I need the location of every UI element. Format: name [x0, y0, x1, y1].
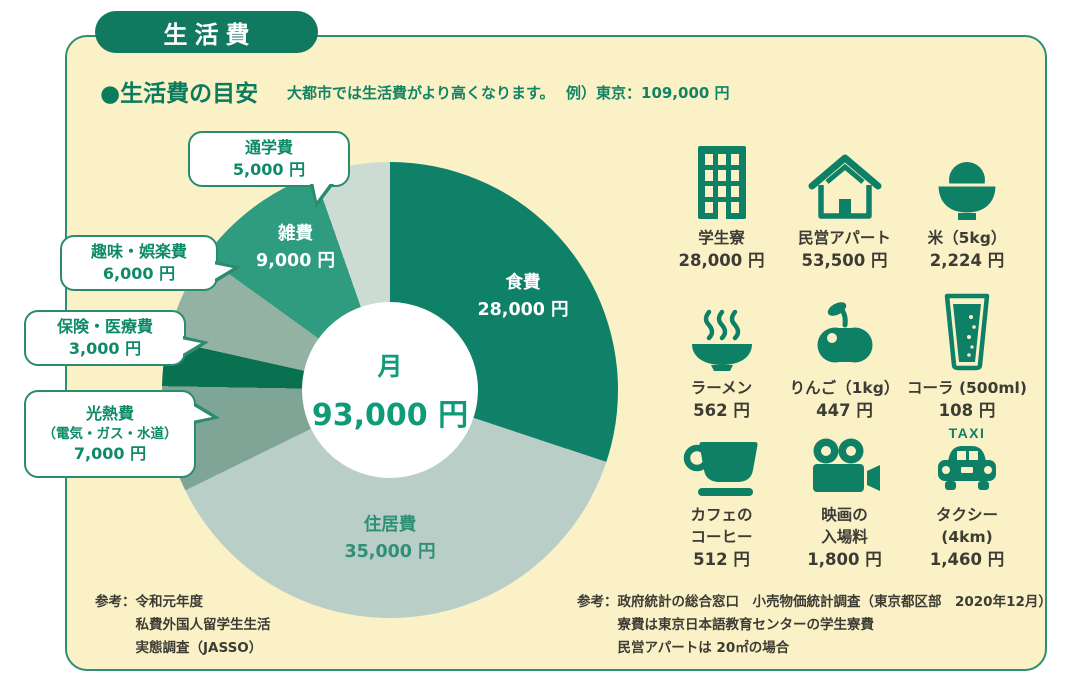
total-value: 93,000 円 — [311, 397, 469, 433]
header-note: 大都市では生活費がより高くなります。 — [287, 84, 555, 102]
item-name: タクシー — [935, 506, 998, 524]
callout-commuting: 通学費 5,000 円 — [188, 131, 350, 208]
item-price: 447 円 — [816, 401, 873, 421]
item-price: 512 円 — [693, 550, 750, 570]
movie-camera-icon — [812, 438, 880, 492]
callout-name: 通学費 — [244, 138, 293, 158]
item-name-2: (4km) — [941, 527, 993, 546]
price-item-taxi: TAXI タクシー (4km) 1,460 円 — [906, 424, 1028, 573]
item-price: 2,224 円 — [929, 251, 1005, 271]
footnote-line: 実態調査（JASSO） — [135, 639, 263, 656]
price-item-cola: コーラ (500ml) 108 円 — [906, 274, 1028, 424]
price-item-apple: りんご（1kg） 447 円 — [783, 274, 906, 424]
tab-seikatsuhi: 生活費 — [95, 11, 318, 53]
footnote-line: 私費外国人留学生生活 — [135, 616, 271, 633]
item-price: 1,800 円 — [807, 550, 882, 570]
total-label: 月 — [377, 351, 403, 381]
callout-subname: （電気・ガス・水道） — [42, 425, 178, 442]
callout-name: 保険・医療費 — [56, 317, 153, 337]
footnote-prefix: 参考： — [95, 594, 136, 610]
slice-label-food: 食費 28,000 円 — [448, 270, 598, 324]
house-icon — [808, 154, 881, 219]
price-item-movie: 映画の 入場料 1,800 円 — [783, 424, 906, 573]
footnote-jasso: 参考： 令和元年度 私費外国人留学生生活 実態調査（JASSO） — [95, 591, 271, 660]
bubble-tail — [181, 339, 201, 355]
footnote-line: 寮費は東京日本語教育センターの学生寮費 — [617, 616, 875, 633]
tab-label: 生活費 — [163, 20, 257, 49]
coffee-cup-icon — [683, 442, 758, 496]
item-name-2: コーヒー — [690, 527, 753, 546]
ramen-icon — [691, 309, 752, 371]
footnote-line: 政府統計の総合窓口 小売物価統計調査（東京都区部 2020年12月） — [617, 594, 1052, 610]
footnote-statistics: 参考： 政府統計の総合窓口 小売物価統計調査（東京都区部 2020年12月） 寮… — [577, 591, 1052, 660]
price-item-coffee: カフェの コーヒー 512 円 — [660, 424, 783, 573]
item-name: ラーメン — [690, 378, 753, 397]
callout-insurance: 保険・医療費 3,000 円 — [24, 310, 209, 366]
slice-value: 28,000 円 — [477, 300, 569, 321]
footnote-line: 令和元年度 — [135, 594, 204, 610]
footnote-prefix: 参考： — [577, 594, 618, 610]
building-icon — [697, 145, 746, 219]
footnote-line: 民営アパートは 20㎡の場合 — [617, 639, 790, 656]
price-item-dorm: 学生寮 28,000 円 — [660, 128, 783, 274]
slice-value: 9,000 円 — [256, 251, 335, 272]
callout-utilities: 光熱費 （電気・ガス・水道） 7,000 円 — [24, 390, 220, 478]
callout-name: 趣味・娯楽費 — [90, 242, 187, 262]
apple-icon — [817, 301, 872, 363]
item-name: 米（5kg） — [927, 228, 1007, 247]
bubble-tail — [192, 405, 212, 421]
callout-value: 6,000 円 — [102, 264, 176, 283]
taxi-badge-text: TAXI — [949, 425, 986, 441]
price-example-grid: 学生寮 28,000 円 民営アパート 53,500 円 — [660, 128, 1028, 573]
item-name-2: 入場料 — [821, 527, 868, 546]
rice-bowl-icon — [935, 161, 999, 220]
callout-value: 5,000 円 — [232, 160, 306, 179]
price-item-rice: 米（5kg） 2,224 円 — [906, 128, 1028, 274]
price-item-ramen: ラーメン 562 円 — [660, 274, 783, 424]
item-price: 562 円 — [693, 401, 750, 421]
item-name: りんご（1kg） — [789, 378, 900, 397]
bubble-tail — [213, 264, 233, 280]
callout-hobby: 趣味・娯楽費 6,000 円 — [60, 235, 241, 291]
header-example: 例）東京：109,000 円 — [566, 84, 730, 102]
slice-label-housing: 住居費 35,000 円 — [315, 512, 465, 566]
item-price: 28,000 円 — [678, 251, 765, 271]
item-price: 1,460 円 — [929, 550, 1005, 570]
item-name: 学生寮 — [698, 228, 745, 247]
slice-name: 雑費 — [278, 224, 313, 244]
item-price: 53,500 円 — [801, 251, 888, 271]
pie-center-total: 月 93,000 円 — [302, 302, 478, 478]
bubble-tail — [313, 182, 331, 201]
slice-name: 食費 — [505, 273, 541, 293]
page-title: ●生活費の目安 — [100, 81, 259, 107]
taxi-icon: TAXI — [938, 425, 996, 490]
item-price: 108 円 — [938, 401, 996, 421]
callout-name: 光熱費 — [85, 404, 134, 424]
item-name: コーラ (500ml) — [907, 378, 1027, 397]
item-name: 映画の — [821, 506, 868, 524]
slice-label-misc: 雑費 9,000 円 — [228, 221, 363, 275]
item-name: カフェの — [690, 506, 753, 524]
cola-glass-icon — [944, 293, 990, 370]
item-name: 民営アパート — [798, 228, 891, 247]
slice-value: 35,000 円 — [344, 542, 436, 563]
price-item-apartment: 民営アパート 53,500 円 — [783, 128, 906, 274]
slice-name: 住居費 — [363, 515, 417, 535]
callout-value: 7,000 円 — [73, 444, 147, 464]
callout-value: 3,000 円 — [68, 339, 142, 358]
